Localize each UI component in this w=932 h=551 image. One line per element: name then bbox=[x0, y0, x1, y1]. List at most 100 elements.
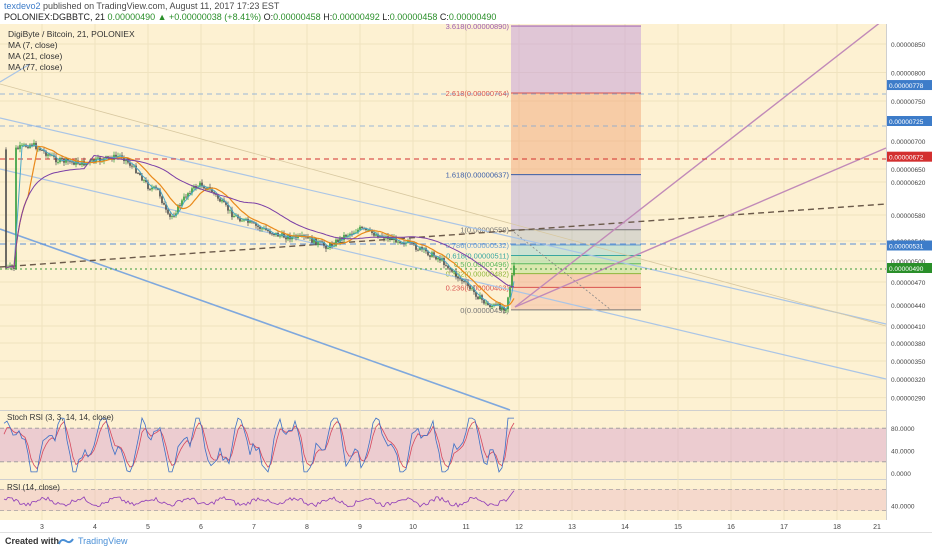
price-tick-label: 0.00000580 bbox=[891, 213, 926, 220]
price-badge[interactable] bbox=[887, 263, 932, 273]
candle-body bbox=[199, 182, 201, 187]
price-badge[interactable] bbox=[887, 80, 932, 91]
fib-extension[interactable]: 3.618(0.00000890) 2.618(0.00000764) 1.618(… bbox=[446, 22, 641, 315]
candle-body bbox=[415, 244, 417, 250]
candle-body bbox=[445, 265, 447, 266]
candle-body bbox=[459, 278, 461, 280]
candle-body bbox=[357, 229, 359, 233]
candle-body bbox=[65, 158, 67, 163]
time-tick-label: 3 bbox=[40, 524, 44, 531]
header: texdevo2 published on TradingView.com, A… bbox=[0, 0, 932, 24]
candle-body bbox=[193, 185, 195, 189]
candle-body bbox=[145, 179, 147, 182]
author-link[interactable]: texdevo2 bbox=[4, 1, 41, 11]
rsi-label: RSI (14, close) bbox=[7, 483, 60, 492]
candle-body bbox=[353, 232, 355, 235]
candle-body bbox=[511, 275, 513, 288]
candle-body bbox=[313, 238, 315, 243]
candle-body bbox=[83, 160, 85, 166]
tradingview-brand[interactable]: TradingView bbox=[78, 536, 128, 546]
price-tick-label: 0.00000440 bbox=[891, 303, 926, 310]
rsi-line bbox=[3, 490, 515, 508]
fib-zone[interactable] bbox=[511, 287, 641, 310]
time-tick-label: 6 bbox=[199, 524, 203, 531]
chart-area[interactable]: 3.618(0.00000890) 2.618(0.00000764) 1.618(… bbox=[0, 17, 932, 532]
candle-body bbox=[141, 175, 143, 181]
candle-body bbox=[347, 235, 349, 237]
trend-line[interactable] bbox=[0, 63, 31, 83]
fib-zone[interactable] bbox=[511, 93, 641, 175]
candle-body bbox=[417, 249, 419, 251]
candle-body bbox=[135, 165, 137, 174]
candle-body bbox=[17, 147, 19, 149]
candle-body bbox=[427, 251, 429, 256]
candle-body bbox=[221, 199, 223, 202]
candle-body bbox=[47, 154, 49, 156]
candle-body bbox=[485, 302, 487, 304]
candle-body bbox=[397, 241, 399, 243]
price-badge[interactable] bbox=[887, 240, 932, 251]
time-tick-label: 11 bbox=[462, 524, 469, 531]
chart-svg[interactable]: 3.618(0.00000890) 2.618(0.00000764) 1.618(… bbox=[0, 17, 932, 532]
fib-zone[interactable] bbox=[511, 174, 641, 230]
high-label: H: bbox=[323, 12, 333, 22]
price-badge[interactable] bbox=[887, 151, 932, 162]
candle-body bbox=[19, 145, 21, 149]
trend-line[interactable] bbox=[0, 203, 887, 268]
candles bbox=[5, 139, 515, 314]
candle-body bbox=[483, 299, 485, 304]
price-badge-label: 0.00000725 bbox=[889, 119, 924, 126]
fib-level-label: 0.5(0.00000496) bbox=[454, 260, 510, 269]
candle-body bbox=[311, 237, 313, 243]
trend-line[interactable] bbox=[514, 147, 887, 308]
candle-body bbox=[479, 295, 481, 299]
symbol-label: POLONIEX:DGBBTC, 21 bbox=[4, 12, 106, 22]
trend-line[interactable] bbox=[514, 17, 887, 308]
candle-body bbox=[163, 203, 165, 205]
candle-body bbox=[71, 161, 73, 163]
low-label: L: bbox=[382, 12, 390, 22]
candle-body bbox=[455, 271, 457, 277]
time-tick-label: 18 bbox=[833, 524, 841, 531]
candle-body bbox=[273, 234, 275, 235]
candle-body bbox=[457, 276, 459, 279]
fib-zone[interactable] bbox=[511, 229, 641, 245]
candle-body bbox=[513, 265, 515, 276]
candle-body bbox=[161, 196, 163, 204]
candle-body bbox=[179, 205, 181, 207]
trend-line[interactable] bbox=[0, 117, 887, 325]
fib-zone[interactable] bbox=[511, 26, 641, 94]
fib-level-label: 0.236(0.00000463) bbox=[446, 283, 510, 292]
candle-body bbox=[249, 221, 251, 223]
candle-body bbox=[129, 162, 131, 166]
time-axis[interactable]: 3 4 5 6 7 8 9 10 11 12 13 14 15 16 17 18 21 bbox=[40, 524, 881, 531]
time-tick-label: 4 bbox=[93, 524, 97, 531]
price-change: 0.00000490 ▲ +0.00000038 (+8.41%) bbox=[107, 12, 262, 22]
fib-zone[interactable] bbox=[511, 245, 641, 256]
candle-body bbox=[409, 241, 411, 243]
price-badge[interactable] bbox=[887, 116, 932, 126]
trend-line[interactable] bbox=[0, 168, 887, 380]
candle-body bbox=[477, 296, 479, 299]
candle-body bbox=[217, 194, 219, 199]
candle-body bbox=[115, 154, 117, 157]
ma77-line bbox=[5, 154, 515, 288]
publish-line: texdevo2 published on TradingView.com, A… bbox=[4, 1, 279, 11]
fib-diagonal[interactable] bbox=[510, 229, 612, 311]
candle-body bbox=[171, 215, 173, 217]
candle-body bbox=[361, 226, 363, 229]
price-tick-label: 0.00000500 bbox=[891, 259, 926, 266]
trend-line[interactable] bbox=[0, 228, 511, 411]
candle-body bbox=[219, 198, 221, 202]
price-axis[interactable]: 0.00000850 0.00000800 0.00000750 0.00000700… bbox=[887, 42, 932, 403]
candle-body bbox=[271, 233, 273, 235]
trend-line[interactable] bbox=[0, 83, 887, 327]
candle-body bbox=[425, 248, 427, 252]
publish-info: published on TradingView.com, August 11,… bbox=[40, 1, 280, 11]
candle-body bbox=[173, 215, 175, 217]
candle-body bbox=[369, 229, 371, 231]
candle-body bbox=[267, 230, 269, 232]
candle-body bbox=[255, 223, 257, 226]
candle-body bbox=[23, 144, 25, 146]
candle-body bbox=[377, 234, 379, 238]
